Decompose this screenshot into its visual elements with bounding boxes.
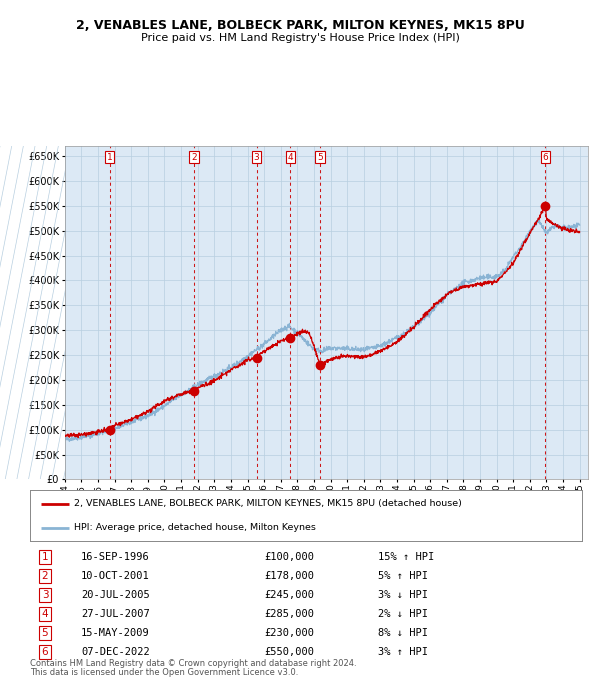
Text: 2: 2 [191,152,197,162]
Text: £230,000: £230,000 [264,628,314,638]
Text: 8% ↓ HPI: 8% ↓ HPI [378,628,428,638]
Text: 07-DEC-2022: 07-DEC-2022 [81,647,150,657]
Text: £100,000: £100,000 [264,552,314,562]
Text: 3: 3 [254,152,260,162]
Text: 2, VENABLES LANE, BOLBECK PARK, MILTON KEYNES, MK15 8PU: 2, VENABLES LANE, BOLBECK PARK, MILTON K… [76,19,524,32]
Text: £285,000: £285,000 [264,609,314,619]
Text: 20-JUL-2005: 20-JUL-2005 [81,590,150,600]
Text: 5: 5 [317,152,323,162]
Text: £178,000: £178,000 [264,571,314,581]
Text: Price paid vs. HM Land Registry's House Price Index (HPI): Price paid vs. HM Land Registry's House … [140,33,460,43]
Text: £550,000: £550,000 [264,647,314,657]
Text: 3% ↑ HPI: 3% ↑ HPI [378,647,428,657]
Text: 15-MAY-2009: 15-MAY-2009 [81,628,150,638]
Text: 6: 6 [41,647,49,657]
Text: 2, VENABLES LANE, BOLBECK PARK, MILTON KEYNES, MK15 8PU (detached house): 2, VENABLES LANE, BOLBECK PARK, MILTON K… [74,499,462,509]
Text: 3% ↓ HPI: 3% ↓ HPI [378,590,428,600]
Text: 16-SEP-1996: 16-SEP-1996 [81,552,150,562]
Text: 2% ↓ HPI: 2% ↓ HPI [378,609,428,619]
Text: This data is licensed under the Open Government Licence v3.0.: This data is licensed under the Open Gov… [30,668,298,677]
Text: 15% ↑ HPI: 15% ↑ HPI [378,552,434,562]
Text: 1: 1 [41,552,49,562]
Text: 2: 2 [41,571,49,581]
Text: 5% ↑ HPI: 5% ↑ HPI [378,571,428,581]
Text: 3: 3 [41,590,49,600]
Text: 10-OCT-2001: 10-OCT-2001 [81,571,150,581]
Text: 1: 1 [107,152,113,162]
Text: 5: 5 [41,628,49,638]
Text: 4: 4 [287,152,293,162]
Text: HPI: Average price, detached house, Milton Keynes: HPI: Average price, detached house, Milt… [74,524,316,532]
Text: Contains HM Land Registry data © Crown copyright and database right 2024.: Contains HM Land Registry data © Crown c… [30,659,356,668]
Text: £245,000: £245,000 [264,590,314,600]
Text: 6: 6 [542,152,548,162]
Text: 4: 4 [41,609,49,619]
Text: 27-JUL-2007: 27-JUL-2007 [81,609,150,619]
